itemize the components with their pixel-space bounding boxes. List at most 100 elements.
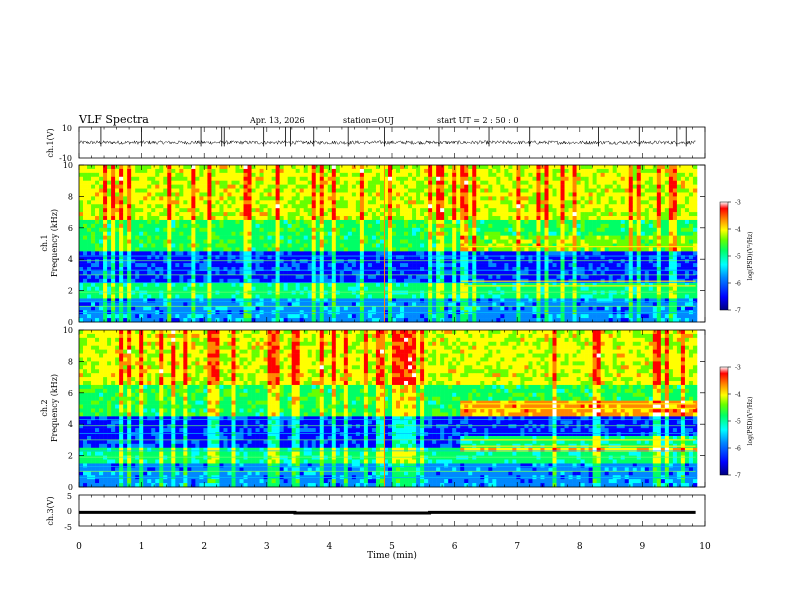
spectrogram-cell <box>79 263 84 268</box>
spectrogram-cell <box>111 188 116 193</box>
spectrogram-cell <box>359 314 365 319</box>
spectrogram-cell <box>416 282 421 287</box>
spectrogram-cell <box>540 172 545 178</box>
spectrogram-cell <box>243 204 248 209</box>
spectrogram-cell <box>183 231 188 236</box>
spectrogram-cell <box>371 184 377 189</box>
spectrogram-cell <box>175 200 180 205</box>
spectrogram-cell <box>428 267 433 272</box>
spectrogram-cell <box>175 219 180 225</box>
spectrogram-cell <box>255 243 260 248</box>
spectrogram-cell <box>251 208 256 213</box>
spectrogram-cell <box>524 294 529 299</box>
spectrogram-cell <box>367 165 373 170</box>
spectrogram-cell <box>323 235 329 240</box>
spectrogram-cell <box>195 168 200 174</box>
spectrogram-cell <box>127 223 132 229</box>
spectrogram-cell <box>452 176 457 181</box>
spectrogram-cell <box>215 239 220 244</box>
spectrogram-cell <box>355 314 361 319</box>
spectrogram-cell <box>267 184 272 189</box>
spectrogram-cell <box>103 192 108 197</box>
spectrogram-cell <box>331 165 337 170</box>
spectrogram-cell <box>203 204 208 209</box>
spectrogram-cell <box>359 200 365 205</box>
spectrogram-cell <box>111 208 116 213</box>
spectrogram-cell <box>436 278 441 284</box>
spectrogram-cell <box>496 314 501 319</box>
spectrogram-cell <box>239 184 244 189</box>
spectrogram-cell <box>247 314 252 319</box>
spectrogram-cell <box>464 223 469 229</box>
spectrogram-cell <box>367 239 373 244</box>
spectrogram-cell <box>307 180 313 185</box>
spectrogram-cell <box>311 247 317 252</box>
spectrogram-cell <box>311 184 317 189</box>
spectrogram-cell <box>87 263 92 268</box>
spectrogram-cell <box>383 247 389 252</box>
spectrogram-cell <box>167 282 172 287</box>
spectrogram-cell <box>259 290 264 295</box>
spectrogram-cell <box>404 282 409 287</box>
spectrogram-cell <box>91 231 96 236</box>
spectrogram-cell <box>123 306 128 311</box>
spectrogram-cell <box>424 239 429 244</box>
spectrogram-cell <box>379 231 385 236</box>
spectrogram-cell <box>404 294 409 299</box>
spectrogram-cell <box>440 298 445 303</box>
spectrogram-cell <box>307 298 313 303</box>
spectrogram-cell <box>572 298 577 303</box>
spectrogram-cell <box>183 172 188 178</box>
spectrogram-cell <box>207 255 212 260</box>
spectrogram-cell <box>303 306 309 311</box>
spectrogram-cell <box>355 270 361 276</box>
spectrogram-cell <box>83 263 88 268</box>
spectrogram-cell <box>187 204 192 209</box>
spectrogram-cell <box>83 318 88 323</box>
spectrogram-cell <box>191 216 196 221</box>
spectrogram-cell <box>484 243 489 248</box>
spectrogram-cell <box>307 168 313 174</box>
spectrogram-cell <box>379 255 385 260</box>
spectrogram-cell <box>299 192 305 197</box>
spectrogram-cell <box>476 247 481 252</box>
spectrogram-cell <box>91 306 96 311</box>
spectrogram-cell <box>239 270 244 276</box>
spectrogram-cell <box>87 168 92 174</box>
spectrogram-cell <box>171 243 176 248</box>
spectrogram-cell <box>568 290 573 295</box>
spectrogram-cell <box>295 219 300 225</box>
spectrogram-cell <box>143 216 148 221</box>
spectrogram-cell <box>359 318 365 323</box>
spectrogram-cell <box>91 259 96 264</box>
spectrogram-cell <box>383 231 389 236</box>
spectrogram-cell <box>536 263 541 268</box>
spectrogram-cell <box>199 168 204 174</box>
spectrogram-cell <box>412 263 417 268</box>
spectrogram-cell <box>283 290 288 295</box>
spectrogram-cell <box>548 286 553 291</box>
spectrogram-cell <box>408 286 413 291</box>
spectrogram-cell <box>492 251 497 256</box>
spectrogram-cell <box>440 286 445 291</box>
spectrogram-cell <box>568 270 573 276</box>
spectrogram-cell <box>468 263 473 268</box>
spectrogram-cell <box>275 184 280 189</box>
spectrogram-cell <box>484 165 489 170</box>
spectrogram-cell <box>400 165 405 170</box>
spectrogram-cell <box>303 219 309 225</box>
spectrogram-cell <box>452 243 457 248</box>
spectrogram-cell <box>392 298 397 303</box>
spectrogram-cell <box>175 270 180 276</box>
spectrogram-cell <box>275 243 280 248</box>
spectrogram-cell <box>568 298 573 303</box>
spectrogram-cell <box>484 200 489 205</box>
spectrogram-cell <box>91 172 96 178</box>
spectrogram-cell <box>392 282 397 287</box>
spectrogram-cell <box>468 255 473 260</box>
spectrogram-cell <box>203 298 208 303</box>
spectrogram-cell <box>271 165 276 170</box>
spectrogram-cell <box>355 180 361 185</box>
spectrogram-cell <box>235 231 240 236</box>
spectrogram-cell <box>211 196 216 201</box>
